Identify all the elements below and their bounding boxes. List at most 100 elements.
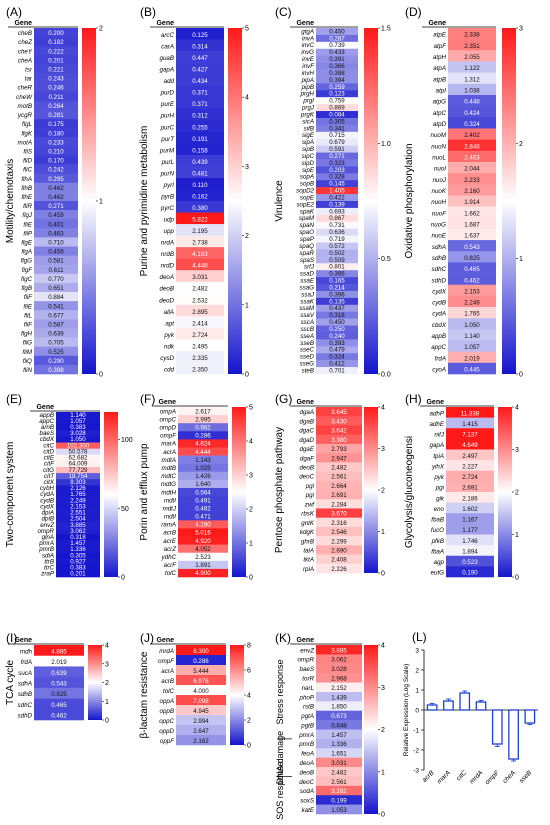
heat-cell [448,228,496,241]
heat-cell [316,69,358,77]
heat-cell [176,235,224,248]
gene-label: tsr [25,67,33,74]
gene-label: pmrB [298,741,314,748]
heat-cell [34,655,84,667]
gene-label: fliD [23,158,32,165]
heat-cell [176,143,224,156]
gene-label: sscB [301,326,314,333]
colorbar-tick-label: 1 [519,256,523,263]
gene-label: cheW [16,94,33,101]
gene-label: invC [302,42,315,49]
gene-label: dgaB [300,418,314,425]
gene-label: ompF [158,658,175,665]
heat-cell [178,496,228,505]
gene-label: nuoN [431,143,446,150]
value-label: 0.201 [48,57,64,64]
value-label: 8.300 [193,648,209,655]
value-label: 0.383 [70,424,86,431]
value-label: 4.920 [195,538,211,545]
value-label: 0.636 [329,229,345,236]
colorbar [232,407,246,577]
value-label: 0.341 [329,125,345,132]
heat-cell [448,240,496,252]
heat-cell [316,249,358,257]
value-label: 0.445 [464,367,480,374]
axis-title: Pentose phosphate pathway [274,427,285,553]
bar [459,692,471,711]
heat-cell [34,182,78,193]
value-label: 2.495 [192,343,208,350]
gene-label: soxS [300,798,315,805]
heat-cell [176,224,224,236]
colorbar-tick-label: 4 [381,405,385,412]
gene-label: carA [161,44,174,51]
value-label: 0.286 [195,433,211,440]
gene-label: ssaD [300,271,315,278]
heat-cell [34,55,78,65]
gene-label: cysD [160,355,174,362]
gene-label: ssaE [300,278,315,285]
heat-cell [316,720,362,730]
value-label: 2.019 [51,659,67,666]
heat-cell [176,705,226,716]
heat-cell [316,152,358,160]
bar [426,704,438,711]
value-label: 2.055 [464,54,480,61]
heat-cell [34,100,78,111]
heat-cell [316,173,358,181]
heat-cell [34,82,78,93]
heat-cell [56,448,100,456]
heat-cell [56,485,100,492]
gene-label: ssaJ [301,291,315,298]
heat-cell [176,735,226,746]
gene-label: nuoH [431,199,446,206]
gene-label: frdA [435,355,446,362]
value-label: 0.324 [329,354,345,361]
value-label: 0.611 [48,267,64,274]
heat-cell [316,682,362,693]
panel-letter: (B) [140,5,156,19]
heat-cell [178,463,228,473]
heat-cell [176,258,224,271]
heat-cell [316,767,362,777]
colorbar-tick-label: 4 [247,693,251,700]
heat-cell [316,180,358,188]
heat-cell [34,282,78,293]
value-label: 0.084 [329,111,345,118]
gene-label: tpiA [433,453,444,460]
value-label: 0.459 [48,212,64,219]
gene-label: adhE [430,421,445,428]
value-label: 2.994 [193,718,209,725]
heat-cell [316,256,358,264]
gene-label: flhA [21,176,32,183]
gene-label: appC [39,418,54,425]
colorbar-tick-label: 3 [249,473,253,480]
heat-cell [176,154,224,167]
heat-cell [448,61,496,73]
heat-cell [448,106,496,118]
heat-cell [316,194,358,202]
heat-cell [34,155,78,165]
heat-cell [178,487,228,497]
value-label: 8.303 [70,479,86,486]
heat-cell [446,407,494,418]
value-label: 0.651 [48,285,64,292]
value-label: 0.305 [329,118,345,125]
colorbar [228,28,242,374]
heat-cell [316,201,358,209]
value-label: 2.249 [70,497,86,504]
heat-cell [316,545,362,555]
value-label: 0.509 [329,257,345,264]
heat-cell [34,73,78,83]
value-label: 2.551 [70,510,86,517]
value-label: 0.673 [331,713,347,720]
gene-label: katE [302,807,315,814]
value-label: 1.312 [464,76,480,83]
value-label: 2.647 [193,728,209,735]
gene-label: purL [161,159,175,166]
value-label: 2.724 [192,332,208,339]
colorbar [364,28,378,374]
gene-header: Gene [428,20,446,27]
heat-cell [34,119,78,129]
group-label: SOS response [275,761,285,820]
